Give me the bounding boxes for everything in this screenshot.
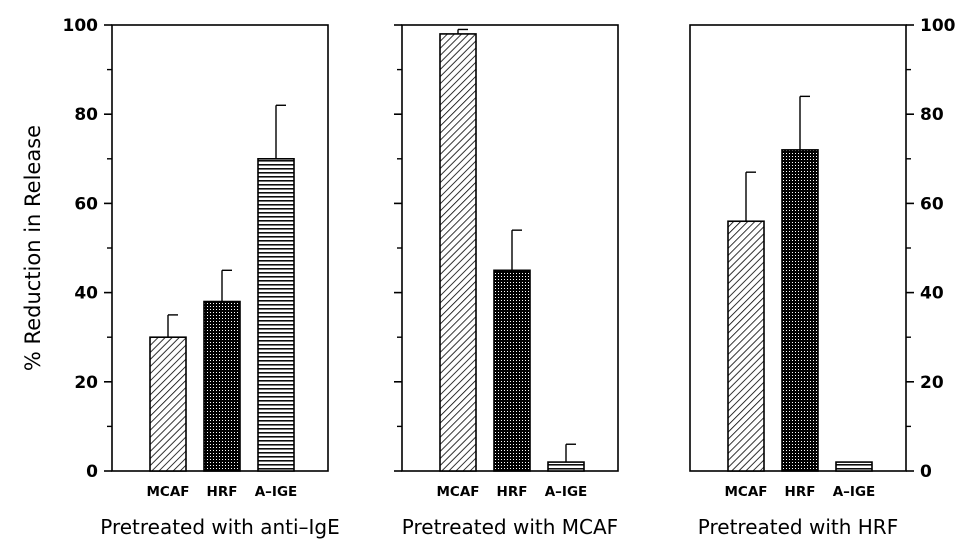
panel-mcaf: MCAF HRF A–IGE Pretreated with MCAF	[394, 24, 619, 539]
bar	[493, 269, 531, 472]
y-tick-label: 80	[920, 105, 944, 125]
category-label: A–IGE	[833, 484, 876, 500]
panel-title: Pretreated with HRF	[698, 515, 898, 539]
bar	[835, 461, 873, 472]
panel-hrf: 0 20 40 60 80 100 MCAF HRF A–IGE Pretreated with …	[689, 16, 956, 539]
category-label: MCAF	[724, 484, 767, 500]
category-label: HRF	[785, 484, 816, 500]
bar	[203, 300, 241, 472]
category-label: HRF	[497, 484, 528, 500]
y-tick-label: 20	[920, 373, 944, 393]
y-tick-label: 60	[920, 194, 944, 214]
panel-title: Pretreated with anti–IgE	[100, 515, 340, 539]
y-tick-label: 40	[920, 284, 944, 304]
bar	[149, 336, 187, 472]
y-tick-label: 40	[74, 284, 98, 304]
category-label: MCAF	[436, 484, 479, 500]
category-label: MCAF	[146, 484, 189, 500]
y-tick-label: 0	[920, 462, 932, 482]
bar	[781, 149, 819, 472]
y-tick-label: 80	[74, 105, 98, 125]
y-tick-label: 60	[74, 194, 98, 214]
y-tick-label: 100	[920, 16, 956, 36]
y-axis-title: % Reduction in Release	[21, 125, 45, 371]
category-label: HRF	[207, 484, 238, 500]
y-tick-label: 0	[86, 462, 98, 482]
bar	[547, 461, 585, 472]
bar	[727, 220, 765, 472]
bar	[439, 33, 477, 472]
y-tick-label: 100	[63, 16, 99, 36]
bar	[257, 158, 295, 472]
category-label: A–IGE	[255, 484, 298, 500]
category-label: A–IGE	[545, 484, 588, 500]
panel-anti-ige: 0 20 40 60 80 100 MCAF HRF A–IGE Pretreated with …	[63, 16, 340, 539]
panel-title: Pretreated with MCAF	[402, 515, 618, 539]
y-tick-label: 20	[74, 373, 98, 393]
